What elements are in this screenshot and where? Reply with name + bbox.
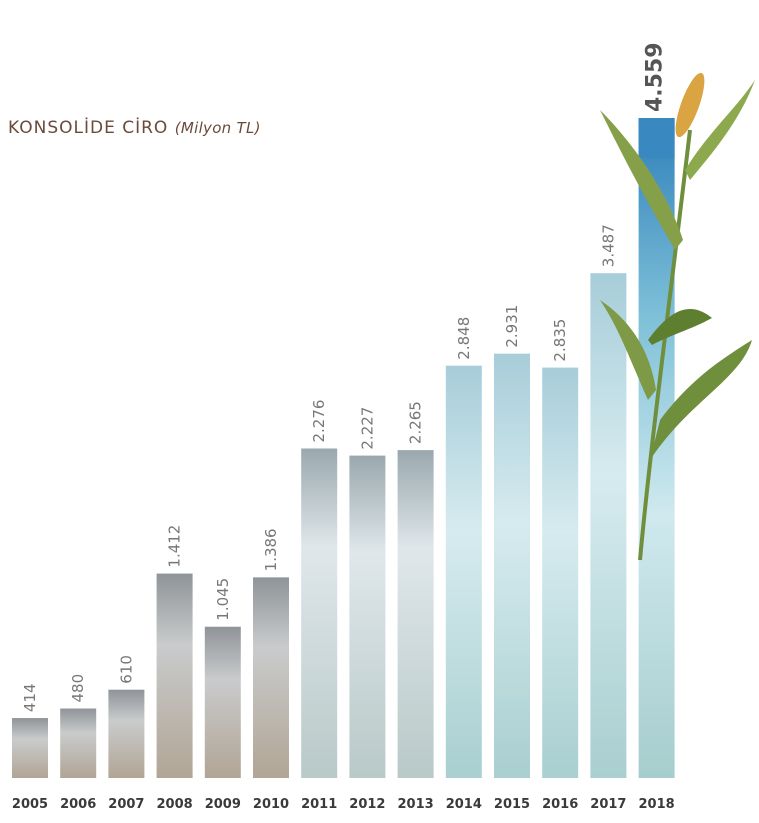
bar-2010 bbox=[253, 577, 289, 778]
chart-title-unit: (Milyon TL) bbox=[174, 119, 261, 137]
bar-2018-top-band bbox=[638, 118, 675, 158]
wheat-plant-illustration bbox=[600, 72, 755, 561]
category-label-2005: 2005 bbox=[12, 797, 48, 812]
bar-2012 bbox=[349, 455, 386, 778]
category-label-2018: 2018 bbox=[639, 797, 675, 812]
value-label-2013: 2.265 bbox=[407, 401, 425, 444]
wheat-stem bbox=[638, 129, 692, 561]
category-label-2008: 2008 bbox=[157, 797, 193, 812]
grain-seed-icon bbox=[432, 573, 448, 588]
bar-2016 bbox=[542, 367, 579, 778]
bar-2009 bbox=[204, 626, 241, 778]
chart-title-text: KONSOLİDE CİRO bbox=[8, 118, 169, 138]
bar-2005 bbox=[12, 718, 48, 778]
value-label-2016: 2.835 bbox=[551, 319, 569, 362]
value-label-2008: 1.412 bbox=[166, 525, 184, 568]
value-label-2018: 4.559 bbox=[643, 42, 668, 112]
bar-2014 bbox=[445, 365, 482, 778]
wheat-ear-icon bbox=[675, 72, 705, 138]
leaf-icon bbox=[650, 340, 752, 460]
category-label-2013: 2013 bbox=[398, 797, 434, 812]
value-label-2012: 2.227 bbox=[358, 407, 376, 450]
category-label-2010: 2010 bbox=[253, 797, 289, 812]
category-label-2014: 2014 bbox=[446, 797, 482, 812]
bar-2007 bbox=[108, 689, 145, 778]
leaf-icon bbox=[685, 80, 755, 180]
leaf-icon bbox=[600, 110, 683, 250]
value-label-2006: 480 bbox=[69, 674, 87, 703]
value-label-2014: 2.848 bbox=[455, 317, 473, 360]
category-label-2007: 2007 bbox=[108, 797, 144, 812]
bar-2013 bbox=[397, 450, 434, 778]
value-label-2005: 414 bbox=[21, 683, 39, 712]
category-label-2009: 2009 bbox=[205, 797, 241, 812]
category-labels: 2005 2006 2007 2008 2009 2010 2011 2012 2013 2014… bbox=[12, 797, 675, 812]
leaf-icon bbox=[648, 309, 712, 345]
value-label-2015: 2.931 bbox=[503, 305, 521, 348]
bar-2017 bbox=[590, 273, 627, 778]
category-label-2016: 2016 bbox=[542, 797, 578, 812]
value-label-2009: 1.045 bbox=[214, 578, 232, 621]
bar-2011 bbox=[301, 448, 338, 778]
chart-title: KONSOLİDE CİRO (Milyon TL) bbox=[8, 118, 261, 138]
bar-2015 bbox=[494, 353, 530, 778]
value-labels: 414 480 610 1.412 1.045 1.386 2.276 2.227 2.265 2… bbox=[21, 42, 668, 712]
value-label-2010: 1.386 bbox=[262, 528, 280, 571]
value-label-2007: 610 bbox=[117, 655, 135, 684]
value-label-2011: 2.276 bbox=[310, 400, 328, 443]
bar-2008 bbox=[156, 573, 193, 778]
value-label-2017: 3.487 bbox=[599, 224, 617, 267]
category-label-2011: 2011 bbox=[301, 797, 337, 812]
category-label-2017: 2017 bbox=[590, 797, 626, 812]
category-label-2015: 2015 bbox=[494, 797, 530, 812]
bars bbox=[12, 118, 675, 778]
category-label-2006: 2006 bbox=[60, 797, 96, 812]
category-label-2012: 2012 bbox=[349, 797, 385, 812]
leaf-icon bbox=[600, 300, 656, 400]
bar-2006 bbox=[60, 708, 97, 778]
